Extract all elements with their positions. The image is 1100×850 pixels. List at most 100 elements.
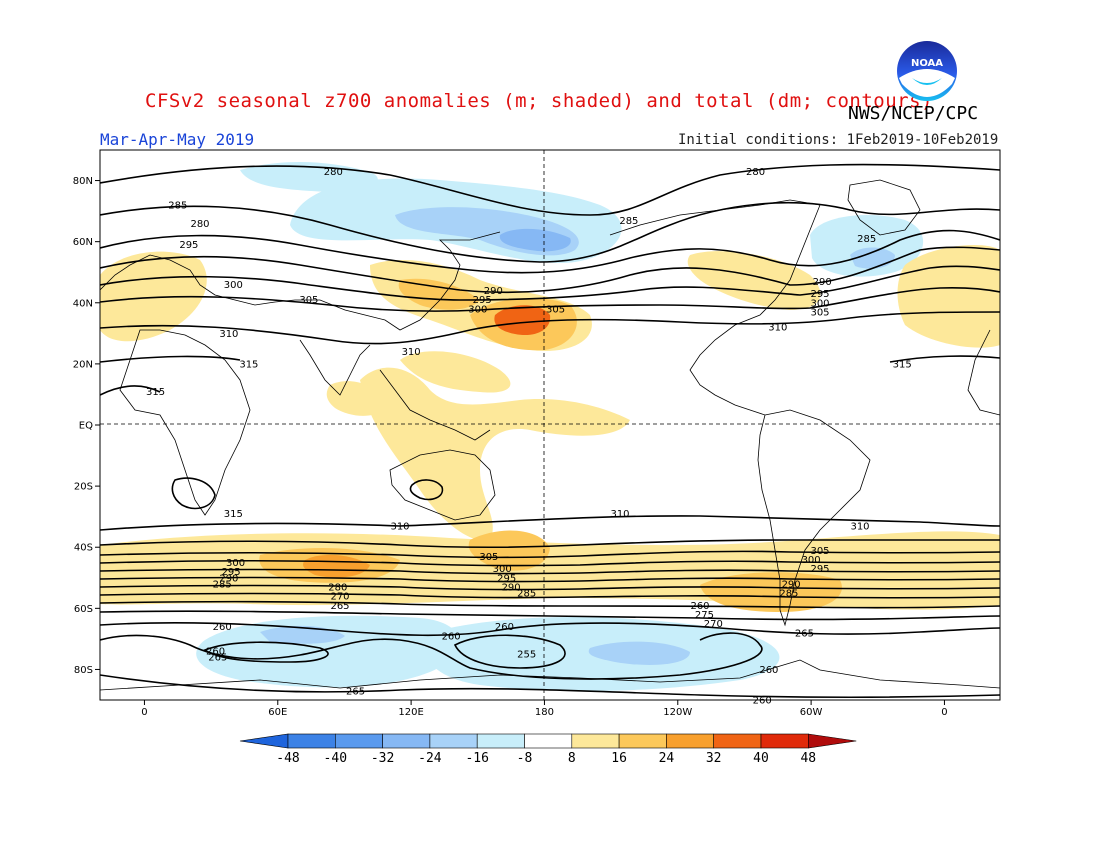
lon-label: 120W [663, 707, 692, 718]
colorbar-swatch [334, 733, 383, 749]
contour-label: 290 [782, 579, 801, 590]
axis-labels: 80N 60N 40N 20N EQ 20S 40S 60S 80S 0 60E 120E 180 120… [73, 176, 948, 718]
colorbar-label: 16 [611, 751, 627, 766]
coastline-north-america [609, 199, 821, 416]
contour-line [100, 610, 1000, 621]
contour-label: 295 [810, 289, 829, 300]
colorbar-label: -40 [324, 751, 347, 766]
contour-label: 285 [857, 234, 876, 245]
lat-label: 80S [74, 665, 93, 676]
contour-line [203, 641, 329, 663]
contour-label: 260 [442, 631, 461, 642]
contour-label: 260 [753, 696, 772, 707]
contour-label: 310 [390, 521, 409, 532]
positive-anomaly-west-pacific-mid [398, 278, 480, 310]
colorbar-swatch [666, 733, 715, 749]
contour-line [453, 634, 566, 669]
positive-anomaly-south-america [700, 572, 842, 612]
contour-label: 310 [402, 347, 421, 358]
contour-label: 285 [168, 201, 187, 212]
positive-anomaly-new-zealand [468, 530, 550, 571]
contour-line [100, 287, 1000, 312]
positive-anomaly-europe [100, 251, 207, 342]
lon-label: 120E [398, 707, 423, 718]
contour-line [100, 576, 1000, 583]
coastline-antarctica [100, 659, 1000, 691]
contour-label: 310 [610, 509, 629, 520]
colorbar-label: 40 [753, 751, 769, 766]
contour-line [171, 477, 216, 510]
contour-label: 265 [330, 601, 349, 612]
colorbar-label: 32 [706, 751, 722, 766]
colorbar-swatch [618, 733, 667, 749]
positive-anomaly-kuroshio-core [494, 305, 551, 336]
contour-line [100, 163, 1000, 216]
colorbar: -48 -40 -32 -24 -16 -8 8 16 24 32 40 48 [239, 733, 857, 766]
contour-label: 265 [795, 628, 814, 639]
lat-label: 40S [74, 543, 93, 554]
positive-anomaly-europe-right [897, 245, 1000, 348]
positive-anomaly-indian [326, 381, 385, 416]
lon-label: 60W [800, 707, 823, 718]
lat-label: 20S [74, 482, 93, 493]
positive-anomaly-tropical-pacific [360, 367, 630, 541]
colorbar-label: -32 [371, 751, 394, 766]
contour-line [100, 355, 241, 363]
initial-conditions-label: Initial conditions: 1Feb2019-10Feb2019 [678, 132, 999, 148]
contour-label: 295 [179, 240, 198, 251]
contour-line [100, 265, 1000, 301]
contour-label: 310 [219, 329, 238, 340]
lon-label: 0 [141, 707, 147, 718]
contour-label: 295 [810, 564, 829, 575]
contour-line [100, 568, 1000, 575]
contour-line [100, 550, 1000, 559]
coastlines [100, 179, 1000, 691]
contour-label: 275 [695, 610, 714, 621]
contour-label: 305 [546, 304, 565, 315]
contour-label: 290 [484, 286, 503, 297]
coastline-africa [119, 329, 251, 516]
contour-label: 265 [208, 653, 227, 664]
contour-line [100, 539, 1000, 549]
coastline-seasia [379, 369, 491, 441]
noaa-logo-icon: NOAA [897, 41, 957, 101]
contour-line [100, 674, 1000, 699]
coastline-australia [389, 449, 496, 521]
contour-label: 270 [704, 619, 723, 630]
contour-line [100, 621, 1000, 637]
lon-label: 180 [535, 707, 554, 718]
contour-line [100, 311, 1000, 345]
contour-label: 265 [346, 686, 365, 697]
contour-line [100, 600, 1000, 609]
colorbar-swatch [429, 733, 478, 749]
contour-label: 315 [224, 509, 243, 520]
contour-label: 290 [219, 573, 238, 584]
contour-label: 280 [746, 167, 765, 178]
contour-label: 290 [502, 582, 521, 593]
colorbar-label: -48 [276, 751, 299, 766]
colorbar-swatch [760, 733, 809, 749]
negative-anomaly-greenland [810, 215, 924, 277]
contour-line [100, 229, 1000, 274]
colorbar-label: 48 [800, 751, 816, 766]
coastline-europe-asia [100, 231, 501, 331]
contour-line [889, 355, 1000, 363]
coastline-india [299, 339, 371, 396]
colorbar-label: -16 [465, 751, 488, 766]
contour-label: 315 [239, 359, 258, 370]
season-label: Mar-Apr-May 2019 [100, 130, 255, 149]
negative-anomaly-siberia-core [499, 228, 571, 252]
contour-label: 305 [479, 552, 498, 563]
map-title: CFSv2 seasonal z700 anomalies (m; shaded… [145, 90, 933, 112]
contour-label: 260 [495, 622, 514, 633]
contour-label: 310 [850, 521, 869, 532]
contour-line [100, 515, 1000, 531]
colorbar-label: -8 [517, 751, 533, 766]
contour-label: 300 [226, 558, 245, 569]
lon-label: 0 [941, 707, 947, 718]
contour-label: 255 [517, 650, 536, 661]
contour-label: 290 [813, 277, 832, 288]
contour-label: 315 [893, 359, 912, 370]
lat-label: EQ [79, 421, 93, 432]
contour-line [100, 202, 1000, 263]
